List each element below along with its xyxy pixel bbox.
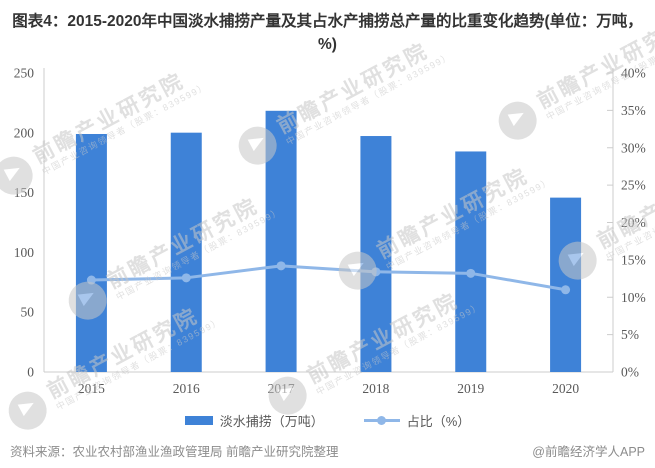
line-marker-2018	[371, 267, 381, 277]
x-axis-label: 2018	[362, 381, 389, 396]
right-axis-tick: 20%	[621, 215, 646, 230]
app-credit: @前瞻经济学人APP	[532, 445, 645, 459]
right-axis-tick: 10%	[621, 290, 646, 305]
x-axis-label: 2019	[457, 381, 484, 396]
right-axis-tick: 15%	[621, 252, 646, 267]
bar-2015	[75, 133, 107, 372]
source-note: 资料来源：农业农村部渔业渔政管理局 前瞻产业研究院整理	[10, 445, 339, 459]
right-axis-tick: 0%	[621, 365, 639, 380]
left-axis-tick: 100	[14, 245, 35, 260]
line-marker-2020	[561, 285, 571, 295]
x-axis-label: 2017	[268, 381, 295, 396]
bar-2016	[170, 132, 202, 372]
x-axis-label: 2020	[552, 381, 579, 396]
bar-2017	[265, 110, 297, 373]
chart-area: 0 50 100 150 200 250 0% 5% 10% 15% 20% 25% 30% 35% 40%…	[0, 14, 655, 430]
right-axis-tick: 25%	[621, 178, 646, 193]
right-axis-tick: 5%	[621, 327, 639, 342]
right-axis-tick: 35%	[621, 103, 646, 118]
legend-item-freshwater-catch[interactable]: 淡水捕捞（万吨）	[184, 411, 324, 430]
line-marker-2017	[276, 261, 286, 271]
right-axis-tick: 30%	[621, 140, 646, 155]
bar-swatch-icon	[184, 415, 213, 425]
legend-item-share-percent[interactable]: 占比（%）	[363, 411, 471, 430]
line-swatch-icon	[363, 415, 400, 425]
x-axis-label: 2015	[78, 381, 105, 396]
bar-2019	[455, 151, 487, 372]
left-axis-tick: 50	[21, 305, 35, 320]
legend-label: 淡水捕捞（万吨）	[219, 413, 324, 429]
line-marker-2015	[86, 275, 96, 285]
line-marker-2019	[466, 268, 476, 278]
left-axis-tick: 0	[27, 365, 34, 380]
chart-footer: 资料来源：农业农村部渔业渔政管理局 前瞻产业研究院整理 @前瞻经济学人APP	[10, 441, 645, 460]
bar-2018	[360, 136, 392, 372]
legend-label: 占比（%）	[406, 413, 471, 429]
right-axis-tick: 40%	[621, 66, 646, 81]
left-axis-tick: 150	[14, 185, 35, 200]
line-marker-icon	[376, 415, 386, 425]
bar-2020	[550, 197, 582, 372]
line-marker-2016	[181, 273, 191, 283]
combo-bar-line-chart: 0 50 100 150 200 250 0% 5% 10% 15% 20% 25% 30% 35% 40%…	[14, 66, 646, 397]
left-axis-tick: 250	[14, 66, 35, 81]
chart-title: 图表4：2015-2020年中国淡水捕捞产量及其占水产捕捞总产量的比重变化趋势(…	[12, 13, 643, 54]
left-axis-tick: 200	[14, 125, 35, 140]
share-line	[89, 264, 568, 292]
chart-legend: 淡水捕捞（万吨） 占比（%）	[0, 411, 655, 429]
x-axis-label: 2016	[173, 381, 200, 396]
